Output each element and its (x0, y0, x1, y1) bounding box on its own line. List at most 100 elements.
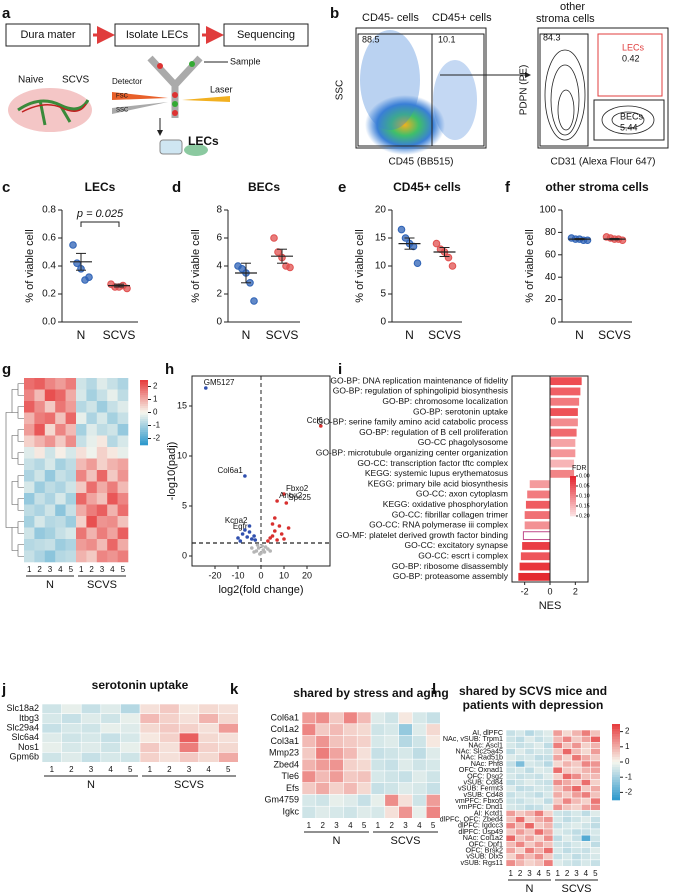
heatmap-cell (590, 791, 601, 799)
heatmap-cell (543, 816, 554, 824)
axis-label: SSC (335, 80, 346, 101)
heatmap-cell (384, 794, 400, 807)
heatmap-cell (552, 816, 563, 824)
heatmap-cell (562, 766, 573, 774)
heatmap-cell (580, 803, 592, 811)
step-label: Sequencing (237, 29, 295, 41)
heatmap-cell (178, 703, 200, 715)
data-point (250, 546, 254, 550)
heatmap-cell (315, 758, 331, 772)
heatmap-cell (107, 493, 118, 505)
heatmap-cell (107, 378, 118, 390)
y-tick-label: 15 (375, 233, 387, 244)
gate-percent: 88.5 (362, 34, 380, 44)
heatmap-cell (562, 828, 573, 836)
heatmap-cell (515, 840, 526, 849)
colorbar-segment (612, 767, 620, 770)
row-label: vSUB: Cd48 (464, 791, 503, 799)
heatmap-cell (524, 859, 535, 867)
heatmap-cell (55, 516, 66, 528)
category-label: GO-CC: axon cytoplasm (416, 489, 508, 499)
heatmap-cell (580, 766, 592, 774)
data-point (243, 474, 247, 478)
bar (550, 469, 575, 478)
column-label: 1 (508, 869, 513, 878)
heatmap-cell (117, 435, 129, 448)
heatmap-cell (107, 424, 118, 436)
heatmap-cell (34, 378, 46, 390)
row-label: Slc18a2 (6, 703, 39, 713)
heatmap-cell (34, 539, 46, 551)
colorbar-segment (140, 412, 148, 415)
heatmap-cell (533, 840, 545, 849)
heatmap-cell (398, 770, 414, 784)
heatmap-cell (384, 711, 400, 725)
heatmap-cell (301, 758, 317, 772)
data-point (268, 536, 273, 540)
data-point (255, 543, 260, 547)
drop (189, 61, 195, 67)
beam (112, 92, 168, 100)
colorbar-segment (570, 506, 576, 509)
heatmap-cell (590, 772, 601, 781)
heatmap-cell (107, 504, 118, 517)
heatmap-cell (65, 378, 77, 390)
heatmap-cell (543, 828, 554, 836)
heatmap-cell (398, 794, 414, 807)
data-point (260, 544, 264, 548)
heatmap-cell (24, 424, 35, 436)
heatmap-cell (65, 504, 77, 517)
heatmap-cell (562, 791, 573, 799)
heatmap-cell (55, 378, 66, 390)
heatmap-cell (562, 760, 573, 768)
data-point (238, 539, 243, 543)
cell-cloud (360, 30, 420, 130)
heatmap-cell (178, 752, 200, 763)
colorbar-segment (570, 496, 576, 499)
data-point (282, 537, 286, 541)
heatmap-cell (55, 447, 66, 459)
heatmap-cell (590, 785, 601, 793)
category-label: GO-MF: platelet derived growth factor bi… (336, 530, 508, 540)
heatmap-cell (533, 797, 545, 805)
bar (550, 377, 582, 386)
heatmap-cell (24, 539, 35, 551)
y-tick-label: 10 (177, 450, 187, 460)
heatmap-cell (301, 794, 317, 807)
heatmap-cell (571, 748, 582, 756)
data-point (270, 234, 278, 242)
heatmap-cell (117, 401, 129, 413)
row-label: Slc29a4 (6, 723, 39, 733)
colorbar-segment (612, 754, 620, 758)
group-label: N (87, 779, 95, 791)
heatmap-cell (505, 785, 516, 793)
bar (518, 572, 550, 581)
heatmap-cell (552, 729, 563, 737)
colorbar-label: 0.20 (579, 513, 590, 519)
heatmap-cell (412, 782, 427, 796)
heatmap-cell (96, 504, 108, 517)
column-label: 3 (89, 765, 94, 774)
heatmap-cell (524, 828, 535, 836)
heatmap-cell (96, 470, 108, 482)
x-tick-label: SCVS (103, 328, 136, 342)
panel-label: e (338, 179, 346, 196)
heatmap-cell (107, 516, 118, 528)
data-point (252, 534, 256, 538)
heatmap-cell (61, 732, 82, 744)
category-label: GO-CC: escrt i complex (418, 551, 508, 561)
heatmap-cell (580, 847, 592, 855)
heatmap-cell (315, 770, 331, 784)
heatmap-cell (533, 859, 545, 867)
gate-label: CD45+ cells (432, 12, 492, 24)
heatmap-cell (356, 723, 372, 737)
heatmap-cell (24, 470, 35, 482)
category-label: GO-BP: proteasome assembly (393, 571, 509, 581)
chart-title: shared by SCVS mice and (459, 684, 607, 698)
colorbar-segment (612, 784, 620, 788)
heatmap-cell (370, 782, 386, 796)
row-label: Zbed4 (273, 759, 299, 769)
heatmap-cell (571, 766, 582, 774)
heatmap-cell (515, 735, 526, 743)
row-label: vSUB: Rgs11 (460, 859, 503, 867)
